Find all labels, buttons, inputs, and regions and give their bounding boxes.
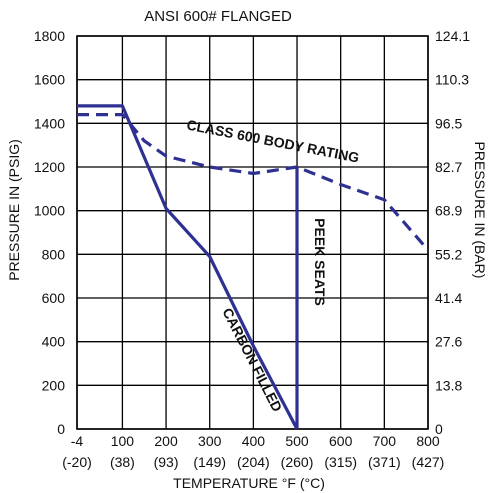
y-axis-label-right: PRESSURE IN (BAR) [472, 142, 488, 279]
y-tick-label-right: 27.6 [435, 334, 462, 350]
x-tick-label-celsius: (371) [368, 454, 401, 470]
y-tick-label-right: 13.8 [435, 377, 462, 393]
x-tick-label-celsius: (38) [110, 454, 135, 470]
annotation-peek-seats: PEEK SEATS [312, 218, 328, 306]
x-tick-label-celsius: (315) [324, 454, 357, 470]
series-layer [77, 104, 430, 430]
x-axis-label: TEMPERATURE °F (°C) [173, 475, 325, 491]
y-tick-label: 1200 [34, 159, 65, 175]
x-tick-label: 700 [373, 433, 397, 449]
y-tick-label-right: 124.1 [435, 28, 470, 44]
y-tick-label: 800 [42, 246, 66, 262]
y-tick-label: 1000 [34, 203, 65, 219]
y-tick-label-right: 55.2 [435, 246, 462, 262]
x-tick-label: 100 [111, 433, 135, 449]
y-axis-label: PRESSURE IN (PSIG) [6, 139, 22, 281]
x-tick-label: 500 [285, 433, 309, 449]
x-tick-label-celsius: (-20) [62, 454, 92, 470]
y-tick-label-right: 41.4 [435, 290, 462, 306]
x-tick-label: 300 [198, 433, 222, 449]
tick-layer: 0 0 200 13.8 400 27.6 600 41.4 800 55.2 1000 68.9 12… [34, 28, 470, 470]
y-tick-label-right: 96.5 [435, 115, 462, 131]
x-tick-label: 200 [154, 433, 178, 449]
y-tick-label: 1600 [34, 72, 65, 88]
y-tick-label: 600 [42, 290, 66, 306]
x-tick-label-celsius: (427) [412, 454, 445, 470]
y-tick-label: 400 [42, 334, 66, 350]
annotation-carbon-filled: CARBON FILLED [219, 305, 285, 414]
y-tick-label-right: 0 [435, 421, 443, 437]
x-tick-label-celsius: (204) [237, 454, 270, 470]
x-tick-label-celsius: (93) [154, 454, 179, 470]
x-tick-label: 400 [242, 433, 266, 449]
x-tick-label: 800 [416, 433, 440, 449]
x-tick-label: -4 [71, 433, 84, 449]
y-tick-label: 1400 [34, 115, 65, 131]
y-tick-label-right: 110.3 [435, 72, 469, 88]
y-tick-label: 1800 [34, 28, 65, 44]
series-line-carbon-filled [77, 104, 299, 430]
y-tick-label: 0 [57, 421, 65, 437]
plot-frame [76, 35, 429, 430]
y-tick-label-right: 82.7 [435, 159, 462, 175]
y-tick-label-right: 68.9 [435, 203, 462, 219]
chart-title: ANSI 600# FLANGED [144, 8, 292, 25]
y-tick-label: 200 [42, 377, 66, 393]
x-tick-label: 600 [329, 433, 353, 449]
x-tick-label-celsius: (260) [281, 454, 314, 470]
x-tick-label-celsius: (149) [193, 454, 226, 470]
